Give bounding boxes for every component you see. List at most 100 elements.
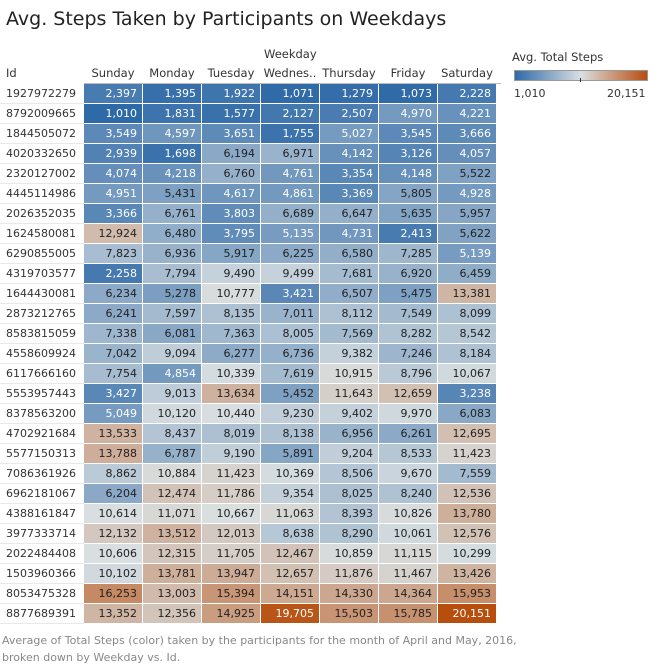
heatmap-cell[interactable]: 11,705 [202, 544, 261, 564]
heatmap-cell[interactable]: 4,928 [438, 184, 497, 204]
heatmap-cell[interactable]: 3,666 [438, 124, 497, 144]
heatmap-cell[interactable]: 14,364 [379, 584, 438, 604]
heatmap-cell[interactable]: 10,339 [202, 364, 261, 384]
heatmap-cell[interactable]: 7,246 [379, 344, 438, 364]
row-id-label[interactable]: 8792009665 [0, 104, 84, 124]
column-header[interactable]: Sunday [91, 66, 135, 80]
heatmap-cell[interactable]: 8,862 [84, 464, 143, 484]
heatmap-cell[interactable]: 11,063 [261, 504, 320, 524]
heatmap-cell[interactable]: 3,795 [202, 224, 261, 244]
heatmap-cell[interactable]: 4,221 [438, 104, 497, 124]
heatmap-cell[interactable]: 3,126 [379, 144, 438, 164]
heatmap-cell[interactable]: 11,423 [438, 444, 497, 464]
row-id-label[interactable]: 8378563200 [0, 404, 84, 424]
heatmap-cell[interactable]: 6,234 [84, 284, 143, 304]
heatmap-cell[interactable]: 10,061 [379, 524, 438, 544]
heatmap-cell[interactable]: 10,826 [379, 504, 438, 524]
heatmap-cell[interactable]: 8,135 [202, 304, 261, 324]
heatmap-cell[interactable]: 4,761 [261, 164, 320, 184]
heatmap-cell[interactable]: 7,794 [143, 264, 202, 284]
heatmap-cell[interactable]: 8,506 [320, 464, 379, 484]
heatmap-cell[interactable]: 6,204 [84, 484, 143, 504]
heatmap-cell[interactable]: 3,651 [202, 124, 261, 144]
heatmap-cell[interactable]: 8,240 [379, 484, 438, 504]
heatmap-cell[interactable]: 11,071 [143, 504, 202, 524]
heatmap-cell[interactable]: 2,127 [261, 104, 320, 124]
heatmap-cell[interactable]: 15,785 [379, 604, 438, 624]
heatmap-cell[interactable]: 6,736 [261, 344, 320, 364]
heatmap-cell[interactable]: 1,010 [84, 104, 143, 124]
heatmap-cell[interactable]: 12,013 [202, 524, 261, 544]
row-id-label[interactable]: 1624580081 [0, 224, 84, 244]
heatmap-cell[interactable]: 7,823 [84, 244, 143, 264]
heatmap-cell[interactable]: 10,299 [438, 544, 497, 564]
heatmap-cell[interactable]: 12,467 [261, 544, 320, 564]
heatmap-cell[interactable]: 1,395 [143, 84, 202, 104]
heatmap-cell[interactable]: 1,071 [261, 84, 320, 104]
heatmap-cell[interactable]: 8,796 [379, 364, 438, 384]
heatmap-cell[interactable]: 10,440 [202, 404, 261, 424]
heatmap-cell[interactable]: 11,467 [379, 564, 438, 584]
heatmap-cell[interactable]: 4,597 [143, 124, 202, 144]
heatmap-cell[interactable]: 6,277 [202, 344, 261, 364]
heatmap-cell[interactable]: 14,925 [202, 604, 261, 624]
heatmap-cell[interactable]: 19,705 [261, 604, 320, 624]
row-id-label[interactable]: 2873212765 [0, 304, 84, 324]
row-id-label[interactable]: 1927972279 [0, 84, 84, 104]
heatmap-cell[interactable]: 10,102 [84, 564, 143, 584]
row-id-label[interactable]: 6290855005 [0, 244, 84, 264]
heatmap-cell[interactable]: 7,363 [202, 324, 261, 344]
heatmap-cell[interactable]: 8,099 [438, 304, 497, 324]
heatmap-cell[interactable]: 13,788 [84, 444, 143, 464]
column-header[interactable]: Friday [390, 66, 426, 80]
heatmap-cell[interactable]: 6,507 [320, 284, 379, 304]
heatmap-cell[interactable]: 5,957 [438, 204, 497, 224]
heatmap-cell[interactable]: 8,112 [320, 304, 379, 324]
heatmap-cell[interactable]: 5,452 [261, 384, 320, 404]
heatmap-cell[interactable]: 5,027 [320, 124, 379, 144]
heatmap-cell[interactable]: 20,151 [438, 604, 497, 624]
row-id-label[interactable]: 8583815059 [0, 324, 84, 344]
heatmap-cell[interactable]: 13,634 [202, 384, 261, 404]
heatmap-cell[interactable]: 4,148 [379, 164, 438, 184]
heatmap-cell[interactable]: 1,279 [320, 84, 379, 104]
heatmap-cell[interactable]: 8,005 [261, 324, 320, 344]
heatmap-cell[interactable]: 10,667 [202, 504, 261, 524]
heatmap-cell[interactable]: 5,522 [438, 164, 497, 184]
heatmap-cell[interactable]: 6,083 [438, 404, 497, 424]
heatmap-cell[interactable]: 1,073 [379, 84, 438, 104]
column-header[interactable]: Saturday [441, 66, 493, 80]
heatmap-cell[interactable]: 8,437 [143, 424, 202, 444]
heatmap-cell[interactable]: 1,755 [261, 124, 320, 144]
heatmap-cell[interactable]: 8,290 [320, 524, 379, 544]
heatmap-cell[interactable]: 6,689 [261, 204, 320, 224]
heatmap-cell[interactable]: 5,135 [261, 224, 320, 244]
row-id-label[interactable]: 7086361926 [0, 464, 84, 484]
row-id-label[interactable]: 4319703577 [0, 264, 84, 284]
heatmap-cell[interactable]: 12,924 [84, 224, 143, 244]
heatmap-cell[interactable]: 8,184 [438, 344, 497, 364]
column-header[interactable]: Tuesday [207, 66, 255, 80]
heatmap-cell[interactable]: 10,369 [261, 464, 320, 484]
heatmap-cell[interactable]: 5,891 [261, 444, 320, 464]
heatmap-cell[interactable]: 13,780 [438, 504, 497, 524]
heatmap-cell[interactable]: 5,475 [379, 284, 438, 304]
heatmap-cell[interactable]: 7,619 [261, 364, 320, 384]
heatmap-cell[interactable]: 10,884 [143, 464, 202, 484]
row-id-label[interactable]: 1503960366 [0, 564, 84, 584]
heatmap-cell[interactable]: 4,731 [320, 224, 379, 244]
heatmap-cell[interactable]: 9,490 [202, 264, 261, 284]
heatmap-cell[interactable]: 6,971 [261, 144, 320, 164]
heatmap-cell[interactable]: 7,754 [84, 364, 143, 384]
heatmap-cell[interactable]: 6,194 [202, 144, 261, 164]
heatmap-cell[interactable]: 9,402 [320, 404, 379, 424]
heatmap-cell[interactable]: 9,230 [261, 404, 320, 424]
heatmap-cell[interactable]: 7,549 [379, 304, 438, 324]
heatmap-cell[interactable]: 7,338 [84, 324, 143, 344]
heatmap-cell[interactable]: 6,956 [320, 424, 379, 444]
heatmap-cell[interactable]: 8,138 [261, 424, 320, 444]
heatmap-cell[interactable]: 3,366 [84, 204, 143, 224]
heatmap-cell[interactable]: 12,659 [379, 384, 438, 404]
heatmap-cell[interactable]: 15,503 [320, 604, 379, 624]
heatmap-cell[interactable]: 4,951 [84, 184, 143, 204]
